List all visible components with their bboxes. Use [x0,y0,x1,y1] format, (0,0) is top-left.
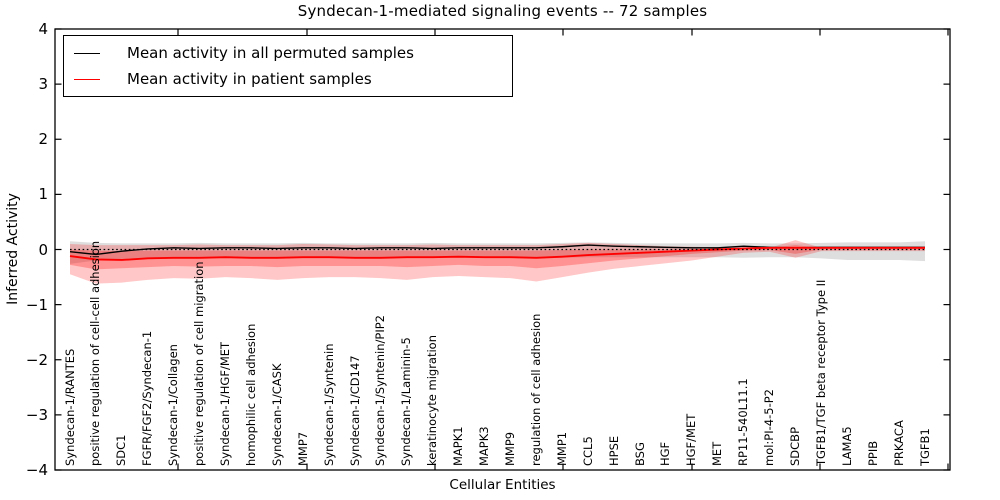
permuted-samples-range [70,241,925,264]
y-tick-label: 1 [38,185,48,204]
patient-samples-range-outer [70,240,925,284]
confidence-bands [70,240,925,284]
y-tick-label: −4 [25,461,48,479]
legend-label-permuted: Mean activity in all permuted samples [127,44,414,62]
legend: Mean activity in all permuted samples Me… [63,35,513,97]
y-tick-label: 0 [38,240,48,259]
x-axis-title: Cellular Entities [449,477,556,493]
series-lines [69,244,925,261]
y-tick-label: 2 [38,130,48,149]
axis-ticks [55,28,950,471]
legend-label-patient: Mean activity in patient samples [127,70,372,88]
patient-line-swatch [74,78,100,80]
y-tick-label: −1 [25,295,48,314]
chart-title: Syndecan-1-mediated signaling events -- … [297,2,708,20]
legend-row-patient: Mean activity in patient samples [64,70,512,88]
y-tick-label: −3 [25,405,48,424]
y-tick-label: −2 [25,350,48,369]
patient-mean-line [69,246,925,261]
y-tick-label: 3 [38,75,48,94]
y-tick-label: 4 [38,20,48,38]
permuted-line-swatch [74,52,100,54]
legend-row-permuted: Mean activity in all permuted samples [64,44,512,62]
